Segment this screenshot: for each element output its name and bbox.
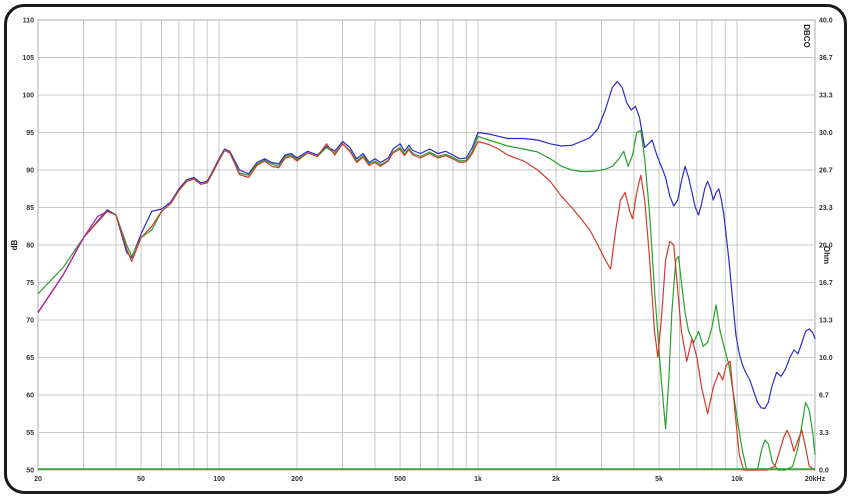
x-axis-ticks: 20 50 100 200 500 1k 2k 5k 10k 20kHz [34, 476, 826, 483]
series-group [37, 80, 816, 471]
y-tick-label: 100 [22, 93, 34, 100]
y2-tick-label: 10.0 [819, 355, 833, 362]
y2-axis-label: Ohm [822, 246, 831, 264]
y2-tick-label: 3.3 [819, 430, 829, 437]
x-tick-label: 1k [474, 476, 482, 483]
x-tick-label: 200 [291, 476, 303, 483]
y-tick-label: 75 [26, 280, 34, 287]
y2-tick-label: 36.7 [819, 55, 833, 62]
y-tick-label: 95 [26, 130, 34, 137]
y2-tick-label: 33.3 [819, 93, 833, 100]
x-tick-label: 10k [731, 476, 743, 483]
x-tick-label: 100 [213, 476, 225, 483]
x-tick-label: 20 [34, 476, 42, 483]
watermark-text: DBCO [802, 24, 811, 48]
grid [37, 19, 816, 471]
y-tick-label: 55 [26, 430, 34, 437]
y2-tick-label: 30.0 [819, 130, 833, 137]
y-axis-label: dB [10, 239, 19, 250]
y-tick-label: 105 [22, 55, 34, 62]
y-axis-ticks: 110 105 100 95 90 85 80 75 70 65 60 55 50 [22, 18, 34, 475]
y2-tick-label: 26.7 [819, 168, 833, 175]
x-tick-label: 500 [394, 476, 406, 483]
y2-tick-label: 0.0 [819, 468, 829, 475]
x-tick-label: 5k [655, 476, 663, 483]
series-line-4 [37, 210, 108, 313]
y-tick-label: 65 [26, 355, 34, 362]
y-tick-label: 50 [26, 468, 34, 475]
y-tick-label: 80 [26, 243, 34, 250]
y-tick-label: 60 [26, 393, 34, 400]
x-tick-label: 20kHz [805, 476, 826, 483]
x-tick-label: 2k [552, 476, 560, 483]
series-line-3 [37, 140, 816, 471]
y-tick-label: 70 [26, 318, 34, 325]
y2-tick-label: 40.0 [819, 18, 833, 25]
y-tick-label: 85 [26, 205, 34, 212]
y2-tick-label: 23.3 [819, 205, 833, 212]
y-tick-label: 110 [23, 18, 34, 25]
y-tick-label: 90 [26, 168, 34, 175]
series-line-1 [37, 80, 816, 410]
x-tick-label: 50 [137, 476, 145, 483]
y2-axis-ticks: 40.0 36.7 33.3 30.0 26.7 23.3 20.0 16.7 13.3 10.0… [819, 18, 833, 475]
y2-tick-label: 20.0 [819, 243, 833, 250]
y2-tick-label: 6.7 [819, 393, 829, 400]
y2-tick-label: 13.3 [819, 318, 833, 325]
y2-tick-label: 16.7 [819, 280, 833, 287]
